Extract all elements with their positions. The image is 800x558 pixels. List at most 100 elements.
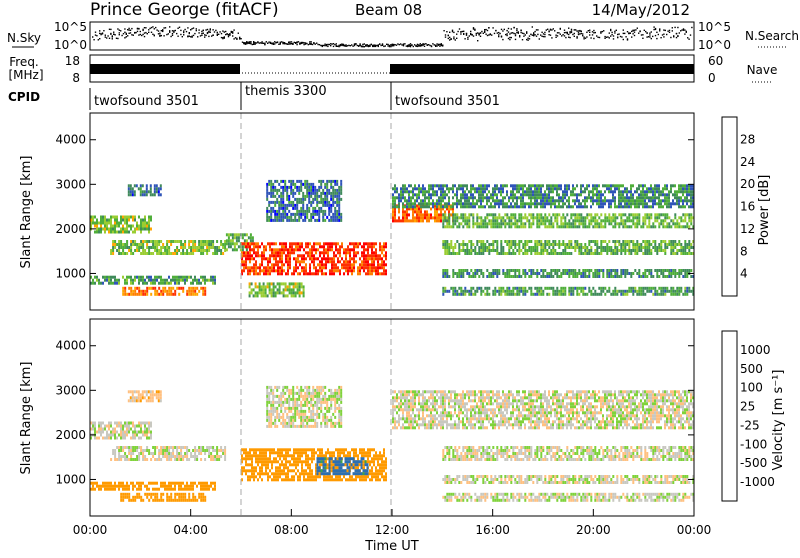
power-cell [335,269,337,272]
noise-dot [410,46,411,47]
power-cell [326,204,328,207]
power-cell [92,219,94,222]
power-cell [512,287,514,290]
power-cell [246,239,248,242]
power-cell [412,187,414,190]
noise-dot [649,36,650,37]
power-cell [504,293,506,296]
power-cell [468,199,470,202]
power-cell [466,246,468,249]
power-cell [148,252,150,255]
power-cell [339,272,341,275]
power-cell [230,242,232,245]
power-cell [290,183,292,186]
power-cell [520,275,522,278]
power-cell [320,180,322,183]
power-cell [416,210,418,213]
power-cell [286,198,288,201]
power-cell [502,219,504,222]
power-cell [318,186,320,189]
power-cell [134,287,136,290]
power-cell [558,225,560,228]
power-cell [516,219,518,222]
power-cell [172,276,174,279]
power-cell [636,199,638,202]
power-cell [658,269,660,272]
power-cell [436,216,438,219]
power-cell [580,222,582,225]
power-cell [298,180,300,183]
power-cell [488,249,490,252]
power-cell [104,216,106,219]
power-cell [538,213,540,216]
power-cell [216,249,218,252]
power-cell [309,242,311,245]
power-cell [522,225,524,228]
power-cell [486,240,488,243]
power-cell [314,213,316,216]
power-cell [582,219,584,222]
noise-dot [539,38,540,39]
power-cell [626,249,628,252]
power-cell [296,186,298,189]
power-cell [286,189,288,192]
power-cell [132,279,134,282]
power-cell [414,187,416,190]
power-cell [622,199,624,202]
power-cell [642,190,644,193]
power-cell [530,190,532,193]
power-cell [325,263,327,266]
power-cell [118,240,120,243]
power-cell [276,210,278,213]
power-cell [630,202,632,205]
noise-dot [684,33,685,34]
power-cell [220,240,222,243]
power-cell [496,199,498,202]
power-cell [456,190,458,193]
noise-dot [642,34,643,35]
power-cell [470,269,472,272]
power-cell [396,205,398,208]
power-cell [176,240,178,243]
noise-dot [274,41,275,42]
power-cell [308,219,310,222]
power-cell [658,205,660,208]
power-cell [480,246,482,249]
power-cell [524,193,526,196]
power-cell [154,290,156,293]
power-cell [288,216,290,219]
noise-dot [460,31,461,32]
noise-dot [560,34,561,35]
power-cell [243,263,245,266]
power-cell [281,260,283,263]
power-cell [311,251,313,254]
power-cell [210,276,212,279]
power-cell [116,219,118,222]
power-cell [138,287,140,290]
power-cell [630,252,632,255]
power-cell [460,187,462,190]
power-cell [560,205,562,208]
power-cell [313,263,315,266]
power-cell [552,293,554,296]
power-cell [272,189,274,192]
power-cell [140,252,142,255]
power-cell [327,260,329,263]
power-cell [464,193,466,196]
power-cell [546,275,548,278]
power-cell [319,269,321,272]
power-cell [375,242,377,245]
power-cell [652,196,654,199]
power-cell [303,260,305,263]
power-cell [532,216,534,219]
power-cell [666,225,668,228]
noise-dot [649,34,650,35]
power-cell [520,216,522,219]
power-cell [506,213,508,216]
power-cell [412,196,414,199]
power-cell [410,199,412,202]
noise-dot [224,31,225,32]
power-cell [330,195,332,198]
power-cell [263,291,265,294]
power-cell [308,210,310,213]
